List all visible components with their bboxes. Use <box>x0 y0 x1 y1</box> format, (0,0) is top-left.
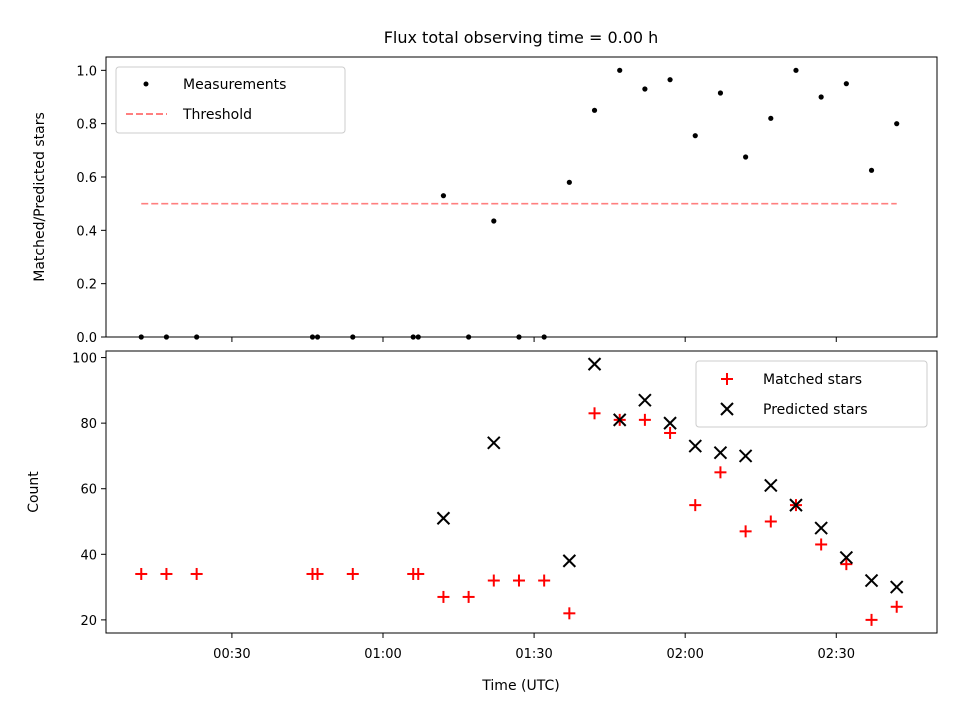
bottom-y-tick-label-3: 80 <box>80 417 97 432</box>
bottom-y-axis-label: Count <box>26 471 42 513</box>
matched-star-point-24 <box>840 558 853 571</box>
matched-star-point-19 <box>714 466 727 479</box>
top-y-tick-label-0: 0.0 <box>76 331 97 346</box>
predicted-star-point-11 <box>789 498 803 512</box>
x-axis-label: Time (UTC) <box>481 678 559 694</box>
bottom-axes-frame <box>105 350 938 634</box>
bottom-plot-area <box>135 357 904 626</box>
matched-star-point-20 <box>739 525 752 538</box>
legend-predicted-label: Predicted stars <box>763 402 868 418</box>
bottom-y-tick-label-4: 100 <box>72 352 97 367</box>
top-legend-box <box>115 66 346 134</box>
measurement-point-16 <box>642 86 648 92</box>
measurement-point-8 <box>440 193 447 199</box>
bottom-y-tick-label-1: 40 <box>80 548 97 563</box>
top-chart-title: Flux total observing time = 0.00 h <box>384 28 659 47</box>
legend-matched-label: Matched stars <box>763 372 862 388</box>
matched-star-point-17 <box>664 426 677 439</box>
measurement-point-13 <box>566 179 572 185</box>
predicted-star-point-5 <box>638 393 652 407</box>
top-y-tick-label-3: 0.6 <box>76 171 97 186</box>
matched-star-point-13 <box>563 607 576 620</box>
measurement-point-23 <box>818 94 824 100</box>
top-y-tick-label-1: 0.2 <box>76 278 97 293</box>
top-legend: Measurements Threshold <box>115 66 346 134</box>
legend-matched-marker <box>721 373 733 385</box>
predicted-star-point-6 <box>663 416 677 430</box>
matched-star-point-2 <box>190 567 203 580</box>
x-tick-label-1: 01:00 <box>364 647 401 662</box>
matched-star-point-18 <box>689 499 702 512</box>
matched-star-point-8 <box>437 590 450 603</box>
x-tick-label-0: 00:30 <box>213 647 250 662</box>
predicted-star-point-8 <box>713 445 728 460</box>
predicted-star-point-12 <box>814 521 828 535</box>
measurement-point-17 <box>667 77 673 83</box>
matched-star-point-11 <box>512 574 525 587</box>
matched-star-point-16 <box>638 413 651 426</box>
predicted-star-point-1 <box>487 436 501 450</box>
matched-star-point-1 <box>160 567 173 580</box>
measurement-point-15 <box>617 67 623 73</box>
matched-star-point-26 <box>890 600 903 613</box>
matched-star-point-14 <box>588 407 601 420</box>
top-y-axis-label: Matched/Predicted stars <box>32 112 48 282</box>
top-y-tick-label-2: 0.4 <box>76 224 97 239</box>
x-tick-label-2: 01:30 <box>515 647 552 662</box>
matched-star-point-5 <box>346 567 359 580</box>
predicted-star-point-9 <box>738 449 753 463</box>
predicted-star-point-3 <box>587 357 602 371</box>
matched-star-point-21 <box>764 515 777 528</box>
predicted-star-point-10 <box>764 478 778 493</box>
legend-threshold-label: Threshold <box>182 107 252 123</box>
matched-star-point-7 <box>412 567 425 580</box>
legend-predicted-marker <box>720 402 734 416</box>
x-tick-label-3: 02:00 <box>666 647 703 662</box>
measurement-point-14 <box>591 107 598 113</box>
measurement-point-25 <box>868 167 875 173</box>
predicted-star-point-13 <box>839 550 854 565</box>
measurement-point-10 <box>491 218 497 224</box>
measurement-point-20 <box>743 154 749 160</box>
bottom-legend-box <box>695 360 928 428</box>
predicted-star-point-15 <box>890 580 904 594</box>
matched-star-point-4 <box>311 567 324 580</box>
predicted-star-point-7 <box>688 439 702 453</box>
matched-star-point-23 <box>815 538 828 551</box>
bottom-y-tick-label-0: 20 <box>80 614 97 629</box>
matched-star-point-25 <box>865 613 878 626</box>
top-axes-frame <box>105 56 938 338</box>
predicted-star-point-14 <box>864 573 879 588</box>
measurement-point-26 <box>894 121 900 127</box>
measurement-point-21 <box>768 115 774 121</box>
top-y-tick-label-4: 0.8 <box>76 118 97 133</box>
bottom-y-tick-label-2: 60 <box>80 483 97 498</box>
measurement-point-19 <box>717 90 724 96</box>
legend-measurements-marker <box>143 81 149 87</box>
legend-measurements-label: Measurements <box>183 77 286 93</box>
matched-star-point-0 <box>135 567 148 580</box>
top-y-tick-label-5: 1.0 <box>76 64 97 79</box>
matched-star-point-12 <box>538 574 551 587</box>
measurement-point-18 <box>692 133 698 139</box>
measurement-point-22 <box>793 67 799 73</box>
axis-ticks: 0.0 0.2 0.4 0.6 0.8 1.0 20 40 60 80 100 00:30 01:00 0… <box>72 64 855 662</box>
predicted-star-point-4 <box>613 413 627 427</box>
matched-star-point-10 <box>487 574 500 587</box>
predicted-star-point-2 <box>562 554 577 568</box>
matched-star-point-9 <box>462 590 475 603</box>
bottom-legend: Matched stars Predicted stars <box>695 360 928 428</box>
predicted-star-point-0 <box>436 511 451 525</box>
x-tick-label-4: 02:30 <box>818 647 855 662</box>
measurement-point-24 <box>843 81 849 87</box>
